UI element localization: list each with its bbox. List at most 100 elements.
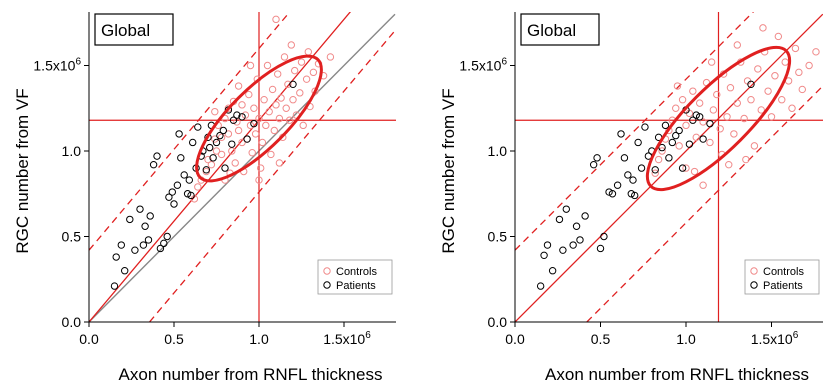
x-axis-title: Axon number from RNFL thickness (119, 365, 383, 384)
data-point (285, 116, 294, 124)
tick-exponent: 6 (793, 330, 799, 341)
data-point (170, 200, 178, 208)
panel-title: Global (101, 21, 150, 40)
data-point (211, 107, 219, 116)
data-point (219, 126, 228, 135)
data-point (593, 154, 601, 162)
x-tick-label: 1.0 (676, 331, 696, 347)
data-point (536, 282, 545, 290)
data-point (716, 125, 724, 133)
data-point (291, 66, 299, 75)
y-tick-label: 1.0 (488, 143, 508, 159)
x-tick-label: 1.5x106 (323, 330, 371, 347)
y-axis-title: RGC number from VF (439, 88, 458, 253)
data-point (255, 114, 263, 123)
data-point (754, 65, 762, 73)
data-point (289, 96, 297, 104)
data-point (224, 130, 233, 138)
data-point (678, 164, 687, 172)
lower-band-line (149, 30, 396, 322)
data-point (228, 140, 236, 148)
data-point (805, 61, 813, 70)
data-point (141, 222, 149, 230)
legend-marker-controls (750, 267, 758, 275)
data-point (234, 82, 243, 90)
data-point (540, 251, 548, 260)
data-point (651, 169, 659, 177)
data-point (282, 104, 290, 112)
regression-line (515, 13, 823, 322)
y-tick-label: 1.5x106 (459, 57, 507, 74)
data-point (733, 41, 741, 49)
data-point (206, 143, 214, 152)
data-point (572, 222, 581, 230)
data-point (275, 159, 284, 167)
data-point (241, 111, 250, 119)
data-point (117, 241, 126, 249)
data-point (187, 191, 195, 200)
confidence-ellipse (195, 54, 323, 183)
regression-line (89, 12, 352, 322)
data-point (543, 241, 552, 249)
data-point (562, 205, 570, 213)
data-point (742, 155, 750, 164)
data-point (297, 58, 306, 66)
data-point (668, 138, 677, 147)
data-point (641, 123, 649, 131)
data-point (812, 48, 820, 56)
data-point (675, 142, 683, 150)
data-point (723, 113, 731, 121)
data-point (798, 85, 806, 94)
data-point (555, 215, 564, 224)
data-point (689, 116, 697, 124)
data-point (673, 82, 682, 90)
data-point (139, 241, 148, 249)
data-point (733, 99, 741, 107)
data-point (275, 114, 284, 123)
data-point (110, 282, 119, 290)
data-point (262, 121, 270, 130)
data-point (788, 104, 796, 112)
data-point (250, 119, 258, 128)
legend-frame (317, 259, 393, 295)
data-point (180, 171, 188, 179)
data-point (238, 113, 246, 121)
series-controls (651, 24, 820, 189)
data-point (255, 176, 263, 184)
data-point (277, 94, 285, 102)
data-point (699, 181, 707, 189)
data-point (740, 114, 748, 123)
data-point (136, 205, 144, 213)
data-point (791, 44, 800, 53)
data-point (229, 116, 238, 124)
data-point (265, 107, 273, 116)
y-tick-label: 1.0 (62, 143, 82, 159)
x-tick-label: 1.0 (249, 331, 269, 347)
data-point (131, 246, 139, 254)
panel-title-box: Global (520, 13, 600, 46)
data-point (267, 150, 275, 159)
data-point (246, 61, 255, 70)
y-tick-label: 1.5x106 (33, 57, 81, 74)
data-point (726, 84, 735, 92)
data-point (678, 96, 687, 104)
data-point (685, 140, 694, 148)
data-point (767, 113, 776, 121)
data-point (211, 135, 219, 143)
data-point (263, 61, 272, 70)
data-point (309, 68, 318, 77)
data-point (284, 80, 292, 89)
data-point (682, 164, 690, 172)
data-point (730, 130, 738, 138)
data-point (589, 160, 598, 169)
legend-label-patients: Patients (336, 280, 376, 292)
title-frame (94, 13, 174, 46)
plot-area-right (515, 12, 823, 322)
tick-exponent: 6 (501, 57, 507, 68)
data-point (629, 176, 637, 184)
data-point (613, 181, 622, 189)
data-point (177, 154, 185, 162)
data-point (706, 119, 714, 128)
legend-frame (744, 259, 820, 295)
